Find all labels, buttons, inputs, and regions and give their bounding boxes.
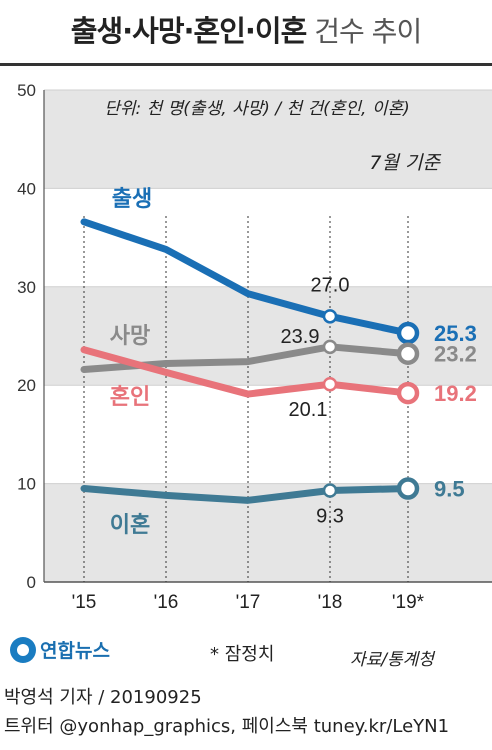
x-tick-label-4: '19*	[392, 592, 425, 613]
data-point-1-3	[322, 339, 338, 355]
x-tick-label-1: '16	[154, 592, 179, 613]
series-line-0	[80, 218, 412, 337]
data-label-3-3: 9.3	[316, 505, 344, 527]
chart-title-main: 출생·사망·혼인·이혼	[70, 14, 307, 48]
yonhap-logo: 연합뉴스	[10, 636, 110, 663]
reporter-credit: 박영석 기자 / 20190925	[4, 687, 202, 708]
y-tick-label-40: 40	[17, 179, 36, 198]
title-divider	[0, 63, 492, 66]
series-name-1: 사망	[110, 324, 150, 349]
data-label-2-3: 20.1	[289, 399, 328, 421]
data-point-3-3	[322, 483, 338, 498]
series-name-2: 혼인	[110, 385, 150, 410]
source-note: 자료/통계청	[350, 650, 434, 670]
yonhap-logo-icon	[10, 636, 36, 663]
data-point-0-3	[322, 309, 338, 324]
data-point-3-4	[396, 477, 420, 500]
chart-title-sub: 건수 추이	[314, 15, 422, 48]
data-label-1-3: 23.9	[281, 326, 320, 348]
data-label-3-4: 9.5	[434, 477, 465, 502]
x-tick-label-0: '15	[72, 592, 97, 613]
data-point-2-4	[396, 381, 420, 405]
data-point-2-3	[322, 376, 338, 392]
data-label-0-3: 27.0	[311, 274, 350, 296]
yonhap-logo-text: 연합뉴스	[40, 640, 110, 662]
reference-note: 7월 기준	[369, 152, 440, 174]
y-tick-label-30: 30	[17, 278, 36, 297]
series-line-3	[80, 485, 412, 504]
data-label-1-4: 23.2	[434, 342, 477, 367]
sns-credit: 트위터 @yonhap_graphics, 페이스북 tuney.kr/LeYN…	[4, 716, 450, 737]
y-tick-label-20: 20	[17, 376, 36, 395]
chart-title: 출생·사망·혼인·이혼 건수 추이	[0, 8, 492, 50]
unit-note: 단위: 천 명(출생, 사망) / 천 건(혼인, 이혼)	[104, 99, 410, 119]
x-tick-label-3: '18	[318, 592, 343, 613]
grid-band-0	[44, 90, 492, 189]
y-tick-label-10: 10	[17, 475, 36, 494]
provisional-footnote: * 잠정치	[210, 644, 275, 665]
series-line-2	[80, 346, 412, 398]
data-point-0-4	[396, 321, 420, 345]
data-point-1-4	[396, 342, 420, 365]
line-chart: 0 10 20 30 40 50 '15 '16 '17 '18 '19* 27.0 25.3 출생 23.…	[17, 81, 492, 613]
data-label-0-4: 25.3	[434, 321, 477, 346]
series-name-3: 이혼	[110, 513, 150, 538]
series-name-0: 출생	[112, 187, 152, 212]
x-tick-label-2: '17	[236, 592, 261, 613]
y-tick-label-0: 0	[27, 573, 36, 592]
data-label-2-4: 19.2	[434, 381, 477, 406]
y-tick-label-50: 50	[17, 81, 36, 100]
